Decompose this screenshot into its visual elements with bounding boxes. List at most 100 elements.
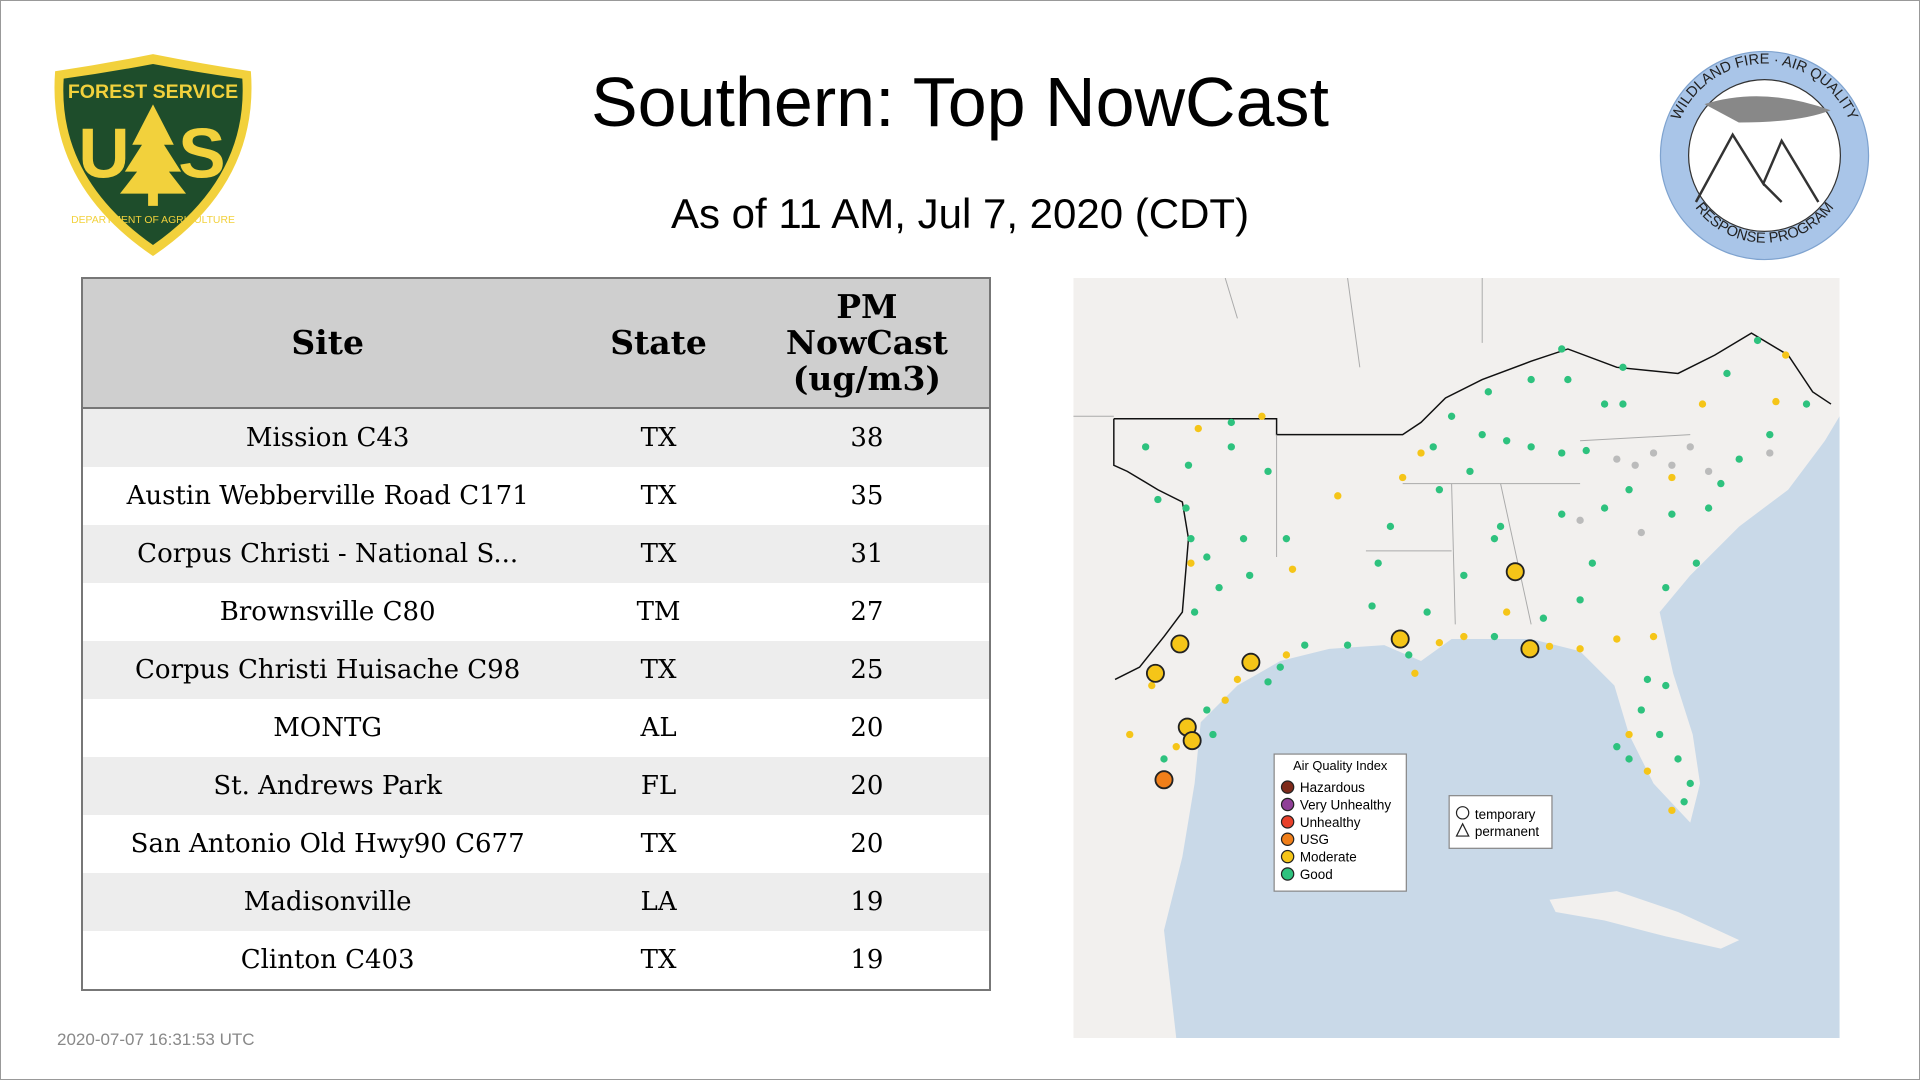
logo-text: FOREST SERVICE [68,81,238,103]
table-body: Mission C43 TX 38 Austin Webberville Road C… [82,408,990,990]
monitor-dot [1576,516,1584,524]
monitor-dot [1215,583,1223,592]
monitor-dot [1558,510,1566,518]
monitor-dot [1374,559,1382,567]
monitor-dot [1564,375,1572,384]
monitor-dot [1698,400,1707,408]
monitor-dot [1619,400,1627,408]
monitor-dot [1460,571,1468,580]
monitor-dot [1545,642,1554,651]
monitor-dot [1258,412,1266,420]
legend-swatch [1280,832,1295,846]
cuba [1549,891,1740,949]
monitor-dot [1417,449,1425,457]
logo-mountains [1694,132,1820,203]
logo-text: DEPARTMENT OF AGRICULTURE [71,215,235,226]
table-cell: FL [572,757,745,815]
monitor-dot [1766,449,1774,457]
monitor-dot [1496,522,1505,531]
table-cell: Corpus Christi - National S... [82,525,573,583]
column-header: PM NowCast (ug/m3) [744,278,990,409]
monitor-dot [1613,635,1621,643]
monitor-dot [1576,645,1584,653]
monitor-dot [1301,641,1309,649]
table-cell: Austin Webberville Road C171 [126,481,529,511]
logo-tree [119,104,187,206]
table-cell: AL [640,713,677,743]
monitor-dot [1182,504,1190,512]
table-cell: TX [640,829,677,859]
monitor-dot [1539,614,1548,622]
monitor-dot [1447,412,1456,420]
monitor-dot [1527,375,1535,384]
region-border [1113,332,1832,681]
monitor-dot [1398,473,1407,482]
table-cell: 20 [850,713,884,743]
monitor-site [1241,652,1261,672]
monitor-site [1505,562,1525,582]
monitor-dot [1766,430,1774,439]
table-cell: San Antonio Old Hwy90 C677 [130,829,525,859]
monitor-dot [1674,755,1682,763]
monitor-site [1390,629,1410,649]
monitor-dot [1558,345,1566,353]
monitor-dot [1190,608,1199,616]
table-cell: St. Andrews Park [82,757,573,815]
monitor-dot [1343,641,1352,649]
monitor-dot [1576,596,1584,604]
monitor-dot [1503,437,1511,445]
legend-swatch [1280,797,1295,812]
usfs-logo: FOREST SERVICE U S DEPARTMENT OF AGRICUL… [54,54,252,257]
monitor-dot [1582,446,1590,455]
monitor-site [1170,634,1190,654]
monitor-dot [1429,443,1437,451]
monitor-dot [1643,675,1652,684]
logo-letter: U [78,115,129,194]
table-cell: Mission C43 [82,408,573,467]
monitor-dot [1668,461,1676,469]
map: Air Quality Index Hazardous Very Unhealthy… [1073,278,1840,1038]
legend-label: Good [1300,867,1333,882]
column-header: State [572,278,745,409]
header-row: Site State PM NowCast (ug/m3) [82,278,990,409]
monitor-site [1520,639,1540,659]
monitor-dot [1772,397,1780,406]
monitor-dot [1184,461,1193,469]
monitor-dot [1227,443,1235,451]
legend-label: permanent [1475,824,1540,839]
legend-shape [1455,806,1470,820]
monitor-dot [1154,495,1162,504]
table-cell: Corpus Christi Huisache C98 [82,641,573,699]
table-row: San Antonio Old Hwy90 C677 TX 20 [82,815,990,873]
monitor-dot [1631,461,1639,469]
monitor-dot [1460,632,1468,641]
monitor-dot [1126,730,1134,739]
table-cell: 35 [850,481,884,511]
monitor-dot [1386,522,1395,531]
monitor-dot [1203,553,1211,561]
legend-label: Moderate [1300,850,1357,865]
monitor-dot [1233,675,1242,684]
monitor-site [1145,663,1165,683]
monitor-dot [1227,418,1235,427]
logo-smoke [1704,96,1831,123]
monitor-dot [1735,455,1743,463]
nowcast-table: Site State PM NowCast (ug/m3) Mission C43 T… [81,277,991,991]
monitor-dot [1704,467,1713,476]
monitor-dot [1668,806,1676,815]
table-cell: TX [640,945,677,975]
monitor-dot [1717,479,1725,488]
monitor-dot [1276,663,1284,671]
monitor-dot [1484,388,1492,396]
table-cell: 19 [744,873,990,931]
monitor-dot [1203,706,1211,714]
table-cell: 27 [850,597,884,627]
monitor-dot [1490,632,1499,641]
monitor-dot [1692,559,1701,567]
monitor-dot [1753,336,1762,345]
table-row: Corpus Christi - National S... TX 31 [82,525,990,583]
monitor-dot [1637,706,1645,714]
legend-swatch [1280,867,1295,881]
table-cell: 20 [850,829,884,859]
